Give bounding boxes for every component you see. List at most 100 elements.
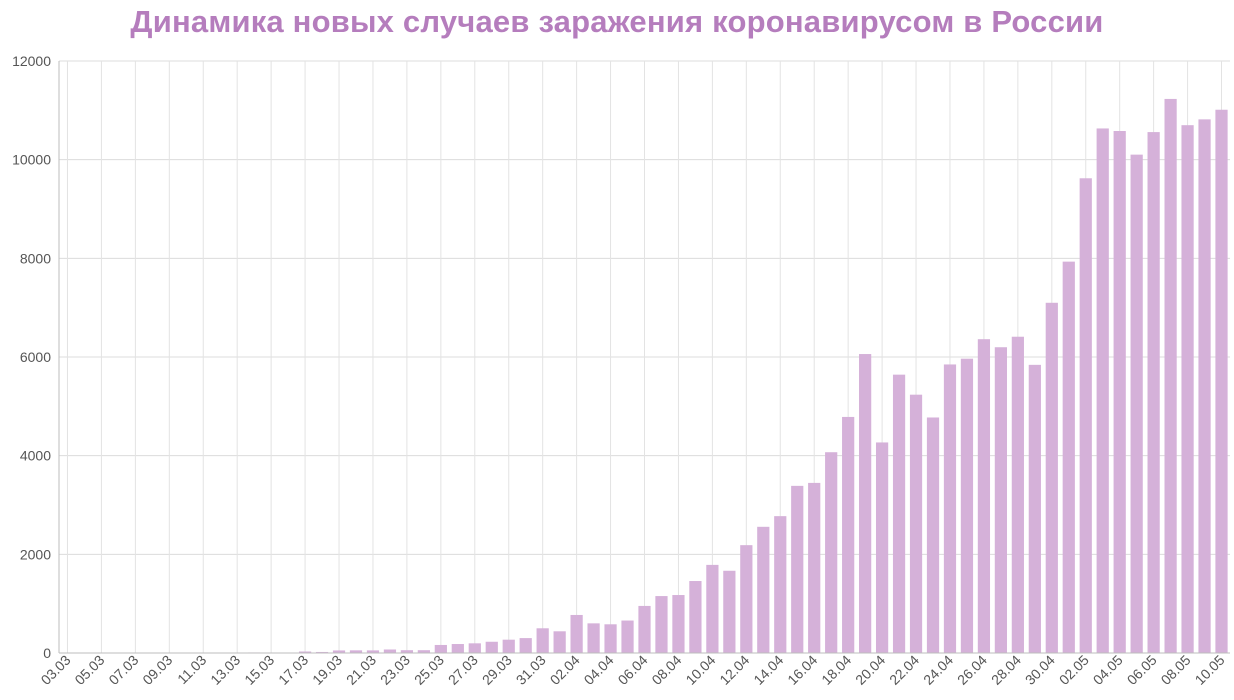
x-tick-label: 25.03 xyxy=(411,652,447,688)
x-tick-label: 18.04 xyxy=(818,652,854,688)
y-tick-label: 4000 xyxy=(20,448,51,464)
bar xyxy=(536,628,549,653)
x-tick-label: 11.03 xyxy=(174,652,210,688)
bar xyxy=(1215,109,1228,653)
x-tick-label: 22.04 xyxy=(886,652,922,688)
bar xyxy=(1062,261,1075,653)
x-axis: 03.0305.0307.0309.0311.0313.0315.0317.03… xyxy=(38,652,1230,688)
bar xyxy=(808,482,821,653)
bar xyxy=(1164,98,1177,654)
x-tick-label: 19.03 xyxy=(309,652,345,688)
bar xyxy=(1045,302,1058,653)
x-tick-label: 15.03 xyxy=(241,652,277,688)
x-tick-label: 10.04 xyxy=(682,652,718,688)
x-tick-label: 10.05 xyxy=(1192,652,1228,688)
x-tick-label: 29.03 xyxy=(479,652,515,688)
bar xyxy=(1113,131,1126,653)
y-tick-label: 10000 xyxy=(12,152,51,168)
bar xyxy=(740,545,753,653)
y-tick-label: 8000 xyxy=(20,250,51,266)
x-tick-label: 17.03 xyxy=(275,652,311,688)
x-tick-label: 06.05 xyxy=(1124,652,1160,688)
x-tick-label: 14.04 xyxy=(750,652,786,688)
bar xyxy=(960,358,974,653)
x-tick-label: 04.05 xyxy=(1090,652,1126,688)
bar xyxy=(434,644,447,653)
x-tick-label: 02.04 xyxy=(547,652,583,688)
x-tick-label: 02.05 xyxy=(1056,652,1092,688)
bar xyxy=(655,596,668,653)
x-tick-label: 08.05 xyxy=(1158,652,1194,688)
bar xyxy=(417,650,430,653)
bar xyxy=(332,650,346,653)
x-tick-label: 07.03 xyxy=(105,652,141,688)
bar xyxy=(570,614,583,653)
y-tick-label: 0 xyxy=(43,645,51,661)
bar xyxy=(519,638,532,653)
x-tick-label: 28.04 xyxy=(988,652,1024,688)
bar xyxy=(366,650,380,653)
x-tick-label: 21.03 xyxy=(343,652,379,688)
x-tick-label: 05.03 xyxy=(71,652,107,688)
x-tick-label: 23.03 xyxy=(377,652,413,688)
bar xyxy=(298,651,312,653)
x-tick-label: 30.04 xyxy=(1022,652,1058,688)
bar xyxy=(757,526,770,653)
bar xyxy=(349,650,363,653)
bar xyxy=(791,485,804,653)
bar xyxy=(604,624,617,653)
bar xyxy=(400,650,414,653)
bar xyxy=(383,649,397,653)
bar xyxy=(1198,119,1211,654)
bar xyxy=(485,641,498,653)
bar xyxy=(553,631,566,653)
bar xyxy=(842,416,855,653)
x-tick-label: 09.03 xyxy=(139,652,175,688)
bar xyxy=(774,516,787,653)
bar xyxy=(977,339,991,653)
bar-series xyxy=(61,98,1228,654)
bar xyxy=(859,354,872,653)
bar xyxy=(587,623,600,653)
x-tick-label: 20.04 xyxy=(852,652,888,688)
x-tick-label: 06.04 xyxy=(615,652,651,688)
bar xyxy=(315,651,329,653)
bar xyxy=(1096,128,1109,653)
bar xyxy=(825,452,838,653)
bar xyxy=(994,347,1008,653)
bar xyxy=(1147,132,1160,653)
x-tick-label: 08.04 xyxy=(648,652,684,688)
bar xyxy=(943,364,957,653)
x-tick-label: 13.03 xyxy=(207,652,243,688)
bar xyxy=(672,595,685,653)
x-tick-label: 24.04 xyxy=(920,652,956,688)
bar xyxy=(1130,154,1143,653)
y-axis: 0 2000 4000 6000 8000 10000 12000 xyxy=(12,53,60,661)
bar xyxy=(468,643,481,653)
x-tick-label: 31.03 xyxy=(513,652,549,688)
bar xyxy=(875,442,889,653)
bar xyxy=(1079,178,1092,654)
y-tick-label: 2000 xyxy=(20,546,51,562)
bar xyxy=(638,605,651,653)
bar xyxy=(892,374,906,653)
bar xyxy=(723,570,736,653)
bar xyxy=(1181,125,1194,653)
bar xyxy=(706,564,719,653)
x-tick-label: 16.04 xyxy=(784,652,820,688)
bar xyxy=(926,417,940,653)
bar xyxy=(1028,364,1041,653)
y-tick-label: 6000 xyxy=(20,349,51,365)
chart-title: Динамика новых случаев заражения коронав… xyxy=(130,4,1104,39)
bar xyxy=(689,581,702,653)
x-tick-label: 04.04 xyxy=(581,652,617,688)
bar xyxy=(502,639,515,653)
x-tick-label: 27.03 xyxy=(445,652,481,688)
x-tick-label: 12.04 xyxy=(716,652,752,688)
x-tick-label: 26.04 xyxy=(954,652,990,688)
bar xyxy=(1011,336,1024,653)
bar xyxy=(621,620,634,653)
bar xyxy=(451,644,464,653)
bar xyxy=(909,394,923,653)
